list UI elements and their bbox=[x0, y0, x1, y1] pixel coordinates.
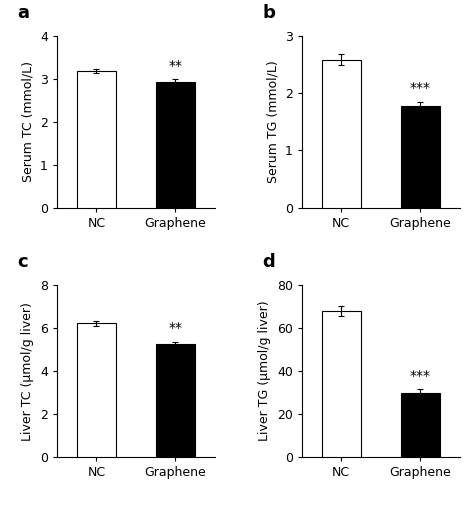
Bar bbox=[77, 71, 116, 208]
Bar bbox=[321, 59, 361, 208]
Y-axis label: Liver TG (μmol/g liver): Liver TG (μmol/g liver) bbox=[258, 301, 271, 441]
Bar bbox=[77, 324, 116, 457]
Text: ***: *** bbox=[410, 81, 431, 94]
Bar bbox=[401, 393, 440, 457]
Y-axis label: Serum TC (mmol/L): Serum TC (mmol/L) bbox=[21, 61, 34, 182]
Bar bbox=[321, 311, 361, 457]
Text: d: d bbox=[262, 253, 275, 271]
Text: b: b bbox=[262, 4, 275, 22]
Text: ***: *** bbox=[410, 368, 431, 383]
Text: a: a bbox=[18, 4, 29, 22]
Bar bbox=[155, 82, 195, 208]
Text: **: ** bbox=[168, 321, 182, 335]
Text: c: c bbox=[18, 253, 28, 271]
Bar bbox=[155, 343, 195, 457]
Y-axis label: Serum TG (mmol/L): Serum TG (mmol/L) bbox=[266, 60, 279, 183]
Text: **: ** bbox=[168, 58, 182, 73]
Y-axis label: Liver TC (μmol/g liver): Liver TC (μmol/g liver) bbox=[21, 302, 34, 440]
Bar bbox=[401, 106, 440, 208]
